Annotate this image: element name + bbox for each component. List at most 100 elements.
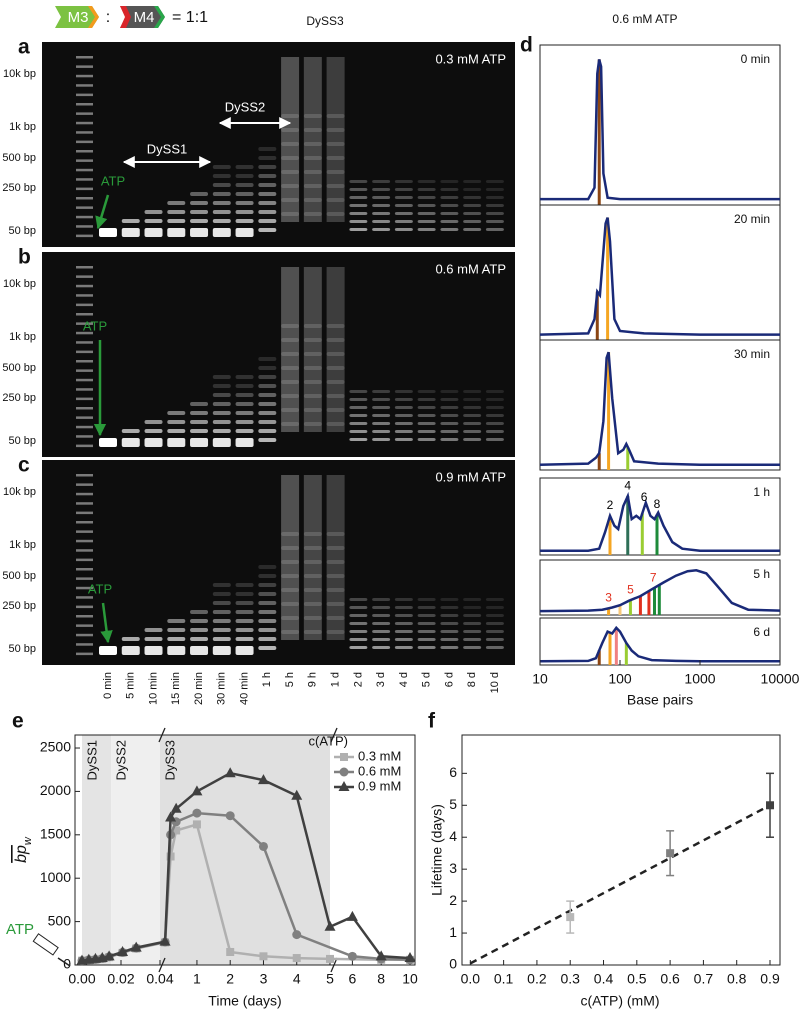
- m4-label: M4: [134, 9, 155, 26]
- gel-band: [121, 429, 140, 433]
- gel-band: [485, 638, 504, 641]
- header: M3 : M4 = 1:1 DySS3: [55, 6, 344, 28]
- ladder-band: [76, 284, 93, 288]
- legend-marker: [338, 781, 350, 791]
- gel-band: [258, 619, 277, 623]
- gel-band: [303, 532, 322, 536]
- gel-band: [212, 165, 231, 169]
- gel-band: [485, 228, 504, 231]
- marker: [130, 941, 142, 952]
- subpanel-label: 0 min: [741, 52, 770, 66]
- ladder-band: [76, 197, 93, 200]
- x-tick-label: 5: [326, 971, 334, 987]
- phase-region: [82, 735, 112, 965]
- panel-letter: d: [520, 34, 533, 57]
- gel-band: [417, 390, 436, 393]
- gel-band: [258, 147, 277, 151]
- gel-band: [212, 375, 231, 379]
- gel-band: [258, 601, 277, 605]
- phase-label: DySS2: [114, 740, 129, 780]
- gel-band: [372, 188, 391, 191]
- atp-label: ATP: [101, 173, 125, 188]
- gel-band: [235, 438, 254, 447]
- x-tick-label: 0.6: [660, 971, 680, 987]
- gel-smear: [303, 475, 322, 640]
- gel-band: [212, 646, 231, 655]
- y-tick-label: 500: [48, 912, 72, 928]
- gel-band: [372, 438, 391, 441]
- trace: [539, 217, 780, 336]
- x-tick-label: 0.9: [760, 971, 780, 987]
- gel-band: [417, 422, 436, 425]
- gel-band: [212, 183, 231, 187]
- gel-band: [303, 394, 322, 398]
- gel-band: [440, 228, 459, 231]
- ladder-band: [76, 416, 93, 419]
- gel-band: [417, 188, 436, 191]
- gel-band: [485, 438, 504, 441]
- gel-band: [190, 219, 209, 223]
- gel-band: [417, 606, 436, 609]
- gel-band: [144, 637, 163, 641]
- y-label-main: bp: [13, 845, 30, 863]
- ladder-band: [76, 266, 93, 269]
- gel-band: [417, 228, 436, 231]
- gel-band: [258, 610, 277, 614]
- atp-arrow: [95, 194, 110, 230]
- ladder-band: [76, 275, 93, 278]
- gel-band: [258, 357, 277, 361]
- gel-band: [440, 390, 459, 393]
- marker: [292, 954, 301, 963]
- gel-band: [303, 422, 322, 426]
- atp-annotation: ATP: [6, 921, 34, 938]
- gel-band: [326, 422, 345, 426]
- gel-band: [440, 406, 459, 409]
- peak-label: 7: [650, 571, 657, 585]
- gel-band: [394, 422, 413, 425]
- gel-band: [417, 220, 436, 223]
- legend-label: 0.3 mM: [358, 748, 401, 763]
- gel-band: [167, 201, 186, 205]
- gel-band: [440, 196, 459, 199]
- gel-band: [394, 430, 413, 433]
- gel-band: [190, 201, 209, 205]
- gel-band: [258, 156, 277, 160]
- lane-label: 5 min: [125, 672, 137, 699]
- gel-smear: [281, 475, 300, 640]
- gel-band: [212, 619, 231, 623]
- ladder-band: [76, 633, 93, 637]
- gel-band: [212, 420, 231, 424]
- ladder-band: [76, 530, 93, 533]
- gel-band: [349, 430, 368, 433]
- size-label: 10k bp: [3, 68, 36, 80]
- gel-smear: [326, 475, 345, 640]
- gel-condition: 0.9 mM ATP: [435, 469, 506, 484]
- gel-band: [258, 210, 277, 214]
- size-label: 10k bp: [3, 278, 36, 290]
- gel-band: [303, 408, 322, 412]
- gel-band: [144, 646, 163, 655]
- gel-band: [394, 622, 413, 625]
- gel-band: [303, 156, 322, 160]
- atp-arrow: [100, 602, 113, 644]
- marker: [192, 808, 202, 818]
- size-label: 1k bp: [9, 539, 36, 551]
- gel-band: [349, 196, 368, 199]
- gel-band: [121, 646, 140, 655]
- gel-band: [326, 198, 345, 202]
- x-tick-label: 6: [349, 971, 357, 987]
- marker: [117, 945, 129, 956]
- ladder-band: [76, 331, 93, 335]
- gel-band: [326, 588, 345, 592]
- size-label: 250 bp: [2, 182, 36, 194]
- gel-band: [258, 183, 277, 187]
- gel-band: [144, 420, 163, 424]
- gel-band: [212, 228, 231, 237]
- ladder-band: [76, 103, 93, 106]
- gel-band: [190, 192, 209, 196]
- gel-band: [349, 204, 368, 207]
- gel-band: [485, 220, 504, 223]
- gel-band: [235, 219, 254, 223]
- gel-band: [212, 610, 231, 614]
- gel-band: [144, 210, 163, 214]
